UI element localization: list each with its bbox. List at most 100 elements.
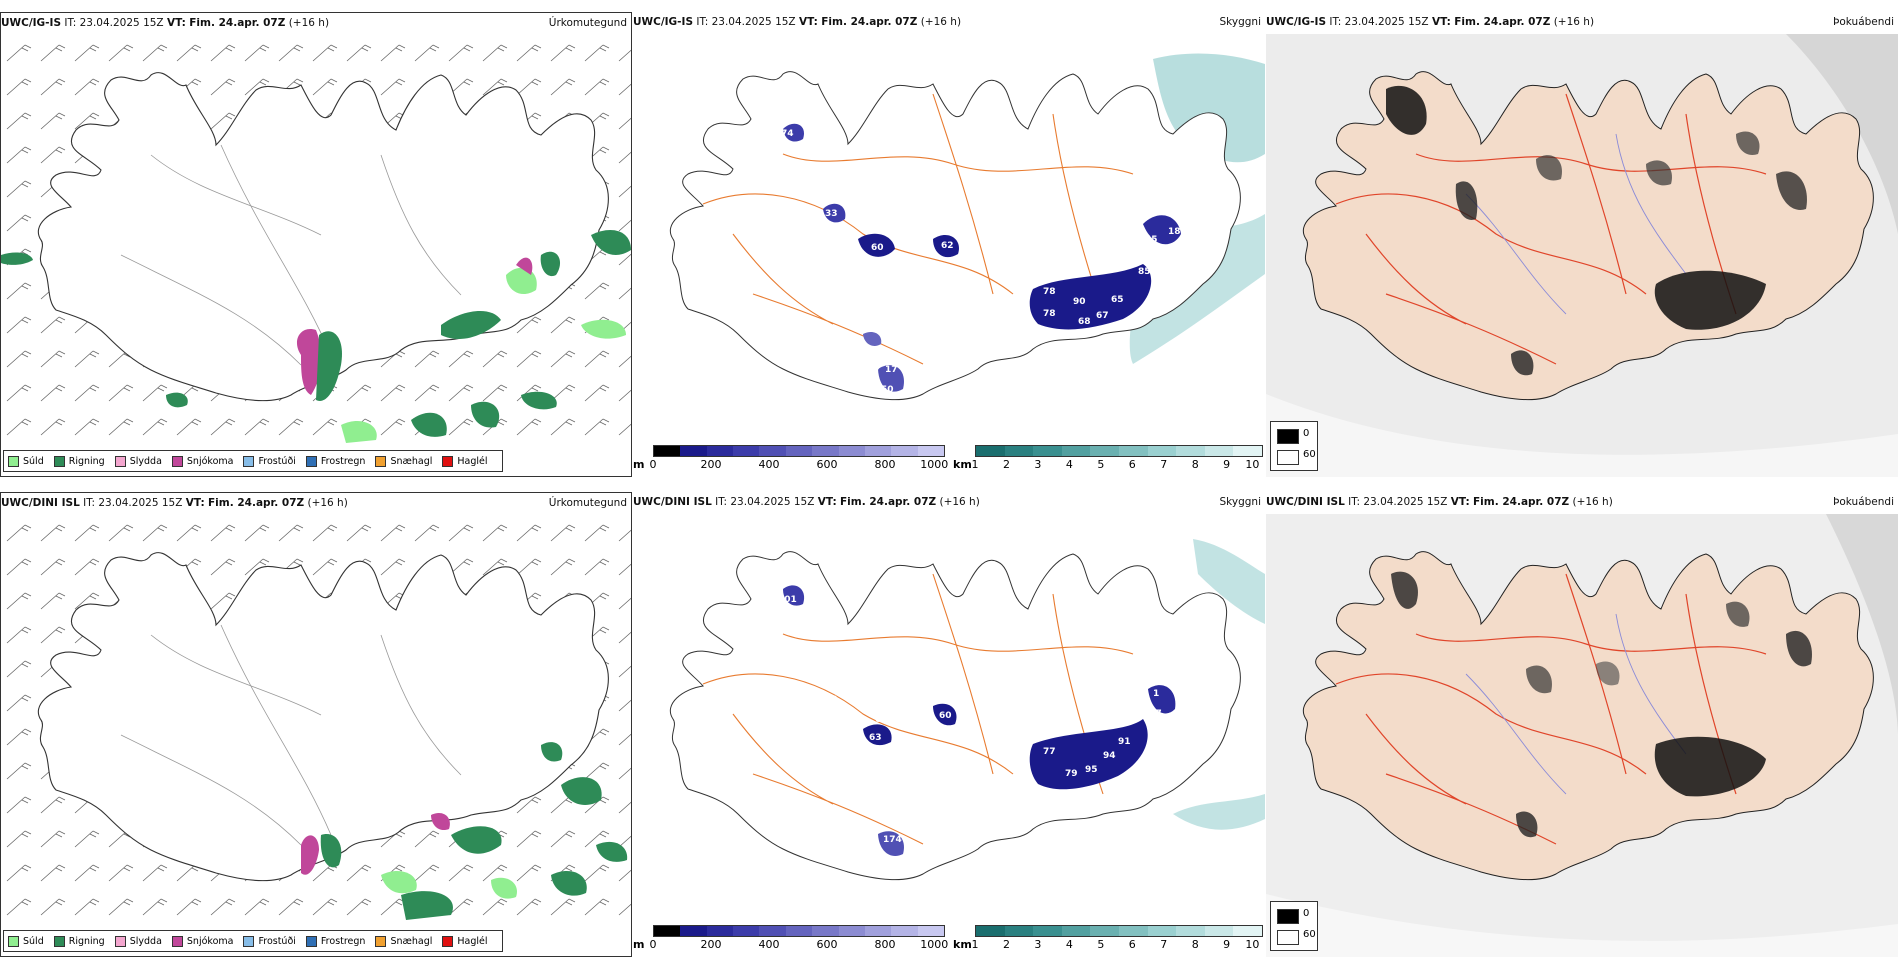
ceiling-label: 75: [1183, 637, 1196, 647]
model-name: UWC/DINI ISL: [633, 496, 712, 508]
legend-label: Rigning: [68, 935, 105, 947]
legend-item: Snæhagl: [375, 935, 432, 947]
tick-label: 4: [1065, 458, 1073, 471]
legend-swatch: [114, 935, 126, 947]
tick-label: 7: [1160, 458, 1168, 471]
fog-legend: 0 60: [1270, 901, 1318, 951]
fog-legend-swatch: [1277, 930, 1299, 945]
legend-swatch: [53, 935, 65, 947]
fog-legend-swatch: [1277, 450, 1299, 465]
issue-time: 23.04.2025 15Z: [79, 17, 164, 29]
tick-label: 6: [1128, 938, 1136, 951]
legend-item: Haglél: [442, 935, 488, 947]
model-name: UWC/IG-IS: [1266, 16, 1327, 28]
ceiling-label: 78: [1043, 287, 1056, 297]
legend-label: Snjókoma: [186, 935, 234, 947]
legend-label: Slydda: [129, 455, 162, 467]
valid-prefix: VT:: [1431, 16, 1451, 28]
ceiling-colorbar: m 0 200 400 600 800 1000: [633, 445, 951, 473]
legend-label: Haglél: [457, 455, 488, 467]
tick-label: 1000: [920, 458, 949, 471]
tick-label: 3: [1034, 938, 1042, 951]
cloud-height-labels: 101 12 62 63 60 77 79 94 95 91 107 12 75…: [778, 595, 1196, 869]
issue-time: 23.04.2025 15Z: [711, 16, 796, 28]
legend-item: Rigning: [53, 455, 105, 467]
visibility-panel-row2: UWC/DINI ISL IT: 23.04.2025 15Z VT: Fim.…: [633, 492, 1265, 957]
visibility-colorbar-strip: [975, 925, 1263, 937]
issue-time: 23.04.2025 15Z: [98, 497, 183, 509]
tick-label: 3: [1034, 458, 1042, 471]
valid-time: Fim. 24.apr. 07Z: [840, 496, 937, 508]
tick-label: 9: [1223, 458, 1231, 471]
visibility-unit: km: [953, 938, 972, 951]
legend-swatch: [8, 455, 19, 467]
tick-label: 5: [1097, 938, 1105, 951]
issue-prefix: IT:: [696, 16, 709, 28]
ceiling-label: 174: [883, 835, 902, 845]
tick-label: 8: [1191, 938, 1199, 951]
legend-item: Snjókoma: [171, 935, 234, 947]
legend-item: Slydda: [114, 935, 162, 947]
precip-panel-row1: UWC/IG-IS IT: 23.04.2025 15Z VT: Fim. 24…: [0, 12, 632, 477]
legend-label: Súld: [23, 935, 44, 947]
ceiling-colorbar-strip: [653, 925, 945, 937]
legend-item: Frostúði: [243, 935, 296, 947]
issue-prefix: IT:: [83, 497, 96, 509]
issue-time: 23.04.2025 15Z: [1363, 496, 1448, 508]
fog-legend-label: 60: [1303, 929, 1316, 940]
valid-prefix: VT:: [798, 16, 818, 28]
tick-label: 600: [816, 938, 838, 951]
legend-swatch: [243, 455, 255, 467]
ceiling-label: 67: [1096, 311, 1109, 321]
issue-prefix: IT:: [715, 496, 728, 508]
cloud-height-labels: 74 33 60 62 78 90 78 68 67 65 85 82 18 6…: [781, 129, 1181, 395]
legend-swatch: [305, 455, 317, 467]
legend-label: Haglél: [457, 935, 488, 947]
model-name: UWC/DINI ISL: [1, 497, 80, 509]
valid-time: Fim. 24.apr. 07Z: [189, 17, 286, 29]
ceiling-label: 74: [781, 129, 794, 139]
legend-swatch: [171, 935, 183, 947]
valid-prefix: VT:: [1450, 496, 1470, 508]
ceiling-label: 50: [881, 385, 894, 395]
lead-time: (+16 h): [1572, 496, 1613, 508]
visibility-colorbar-strip: [975, 445, 1263, 457]
tick-label: 1000: [920, 938, 949, 951]
legend-swatch: [114, 455, 126, 467]
fog-map: [1266, 514, 1898, 957]
panel-header: UWC/DINI ISL IT: 23.04.2025 15Z VT: Fim.…: [1, 497, 631, 513]
tick-label: 7: [1160, 938, 1168, 951]
fog-legend-label: 0: [1303, 428, 1310, 439]
issue-prefix: IT:: [1329, 16, 1342, 28]
tick-label: 800: [874, 938, 896, 951]
tick-label: 1: [971, 458, 979, 471]
precip-map: [1, 35, 631, 445]
fog-map: [1266, 34, 1898, 477]
legend-swatch: [375, 455, 387, 467]
precip-legend: Súld Rigning Slydda Snjókoma Frostúði Fr…: [3, 450, 503, 472]
tick-label: 200: [700, 938, 722, 951]
model-name: UWC/DINI ISL: [1266, 496, 1345, 508]
panel-header: UWC/IG-IS IT: 23.04.2025 15Z VT: Fim. 24…: [633, 16, 1265, 32]
ceiling-label: 60: [871, 243, 884, 253]
legend-swatch: [375, 935, 387, 947]
low-cloud-areas: [783, 123, 1181, 392]
ceiling-label: 33: [825, 209, 838, 219]
ceiling-colorbar: m 0 200 400 600 800 1000: [633, 925, 951, 953]
legend-label: Súld: [23, 455, 44, 467]
visibility-panel-row1: UWC/IG-IS IT: 23.04.2025 15Z VT: Fim. 24…: [633, 12, 1265, 477]
panel-title: Þokuábendi: [1833, 496, 1894, 508]
legend-swatch: [243, 935, 255, 947]
panel-header: UWC/IG-IS IT: 23.04.2025 15Z VT: Fim. 24…: [1, 17, 631, 33]
legend-label: Frostúði: [258, 455, 296, 467]
lead-time: (+16 h): [288, 17, 330, 29]
lead-time: (+16 h): [1553, 16, 1595, 28]
legend-label: Slydda: [129, 935, 162, 947]
legend-label: Rigning: [68, 455, 105, 467]
visibility-map: 74 33 60 62 78 90 78 68 67 65 85 82 18 6…: [669, 53, 1265, 401]
panel-title: Úrkomutegund: [548, 497, 627, 509]
low-cloud-areas: [783, 585, 1176, 856]
ceiling-label: 85: [1138, 267, 1151, 277]
lead-time: (+16 h): [307, 497, 348, 509]
panel-title: Þokuábendi: [1833, 16, 1894, 28]
